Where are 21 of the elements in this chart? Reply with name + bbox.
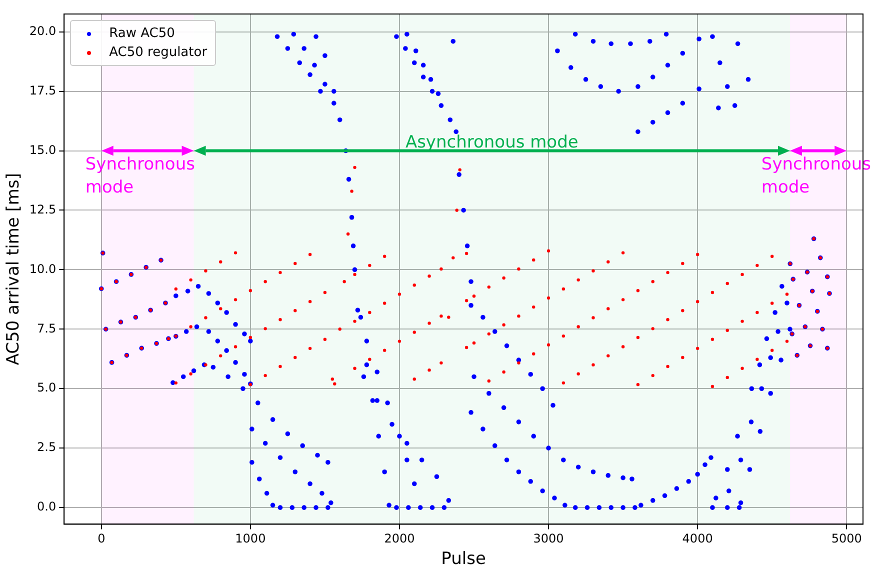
x-tick-label: 0	[98, 532, 106, 546]
y-tick-label: 15.0	[29, 142, 56, 157]
x-tick-label: 2000	[384, 532, 415, 546]
legend-label: AC50 regulator	[109, 44, 208, 62]
x-tick-label: 3000	[533, 532, 564, 546]
y-tick-label: 2.5	[37, 440, 56, 454]
band-label: Synchronous mode	[85, 154, 196, 198]
x-tick-label: 4000	[682, 532, 713, 546]
y-tick-label: 12.5	[29, 202, 56, 216]
y-tick-label: 5.0	[37, 380, 56, 395]
y-tick-label: 10.0	[29, 262, 56, 276]
legend-label: Raw AC50	[109, 25, 175, 43]
y-tick-label: 20.0	[29, 24, 56, 38]
y-tick-label: 7.5	[37, 321, 56, 336]
y-axis-title: AC50 arrival time [ms]	[4, 173, 24, 366]
x-tick-label: 5000	[831, 532, 862, 546]
y-tick-label: 17.5	[29, 83, 56, 98]
x-axis-title: Pulse	[441, 549, 486, 570]
band-label: Asynchronous mode	[405, 132, 578, 153]
x-tick-label: 1000	[235, 532, 266, 546]
y-tick-label: 0.0	[37, 500, 56, 514]
